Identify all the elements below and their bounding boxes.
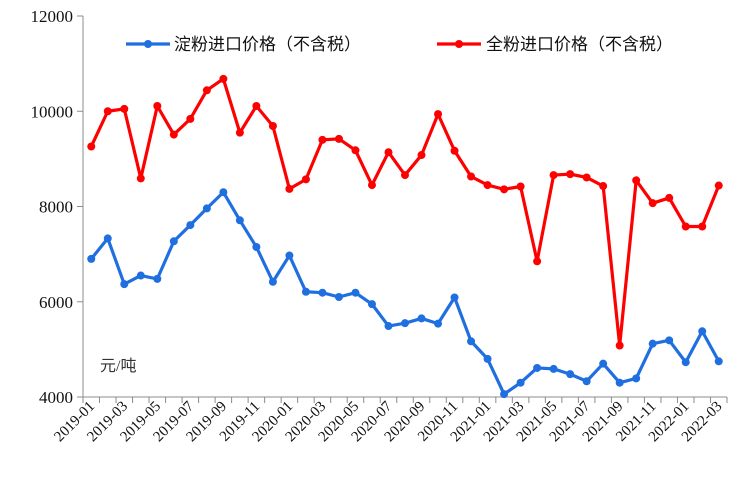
- series-2-point: [549, 171, 558, 180]
- series-1-point: [533, 363, 542, 372]
- series-1-point: [401, 319, 409, 328]
- series-1-point: [120, 280, 129, 289]
- series-2-point: [450, 146, 459, 155]
- series-2-point: [582, 173, 591, 182]
- series-2-point: [235, 128, 244, 137]
- series-2-point: [384, 148, 393, 157]
- series-1-point: [202, 204, 211, 213]
- series-1-point: [516, 378, 525, 387]
- series-2-point: [533, 257, 542, 266]
- series-2-point: [632, 176, 641, 185]
- series-1-point: [549, 364, 558, 373]
- series-layer: [87, 74, 723, 399]
- series-1-point: [301, 287, 310, 296]
- series-2-point: [417, 151, 426, 160]
- series-1-point: [483, 354, 492, 363]
- series-2-point: [483, 181, 492, 190]
- legend-label: 淀粉进口价格（不含税）: [174, 35, 361, 54]
- series-1-point: [186, 221, 195, 230]
- series-1-point: [252, 242, 261, 251]
- series-2-point: [334, 134, 343, 143]
- series-2-point: [434, 110, 443, 119]
- series-1-point: [599, 359, 608, 368]
- series-2-point: [401, 171, 409, 180]
- series-1-point: [467, 337, 476, 346]
- y-tick-label: 4000: [39, 388, 73, 407]
- legend-label: 全粉进口价格（不含税）: [486, 35, 673, 54]
- series-2-point: [153, 102, 162, 111]
- series-1-point: [566, 370, 575, 379]
- series-2-point: [351, 146, 360, 155]
- series-1-point: [450, 293, 459, 302]
- series-2-point: [566, 170, 575, 179]
- series-1-point: [169, 237, 178, 246]
- series-1-point: [103, 234, 112, 243]
- series-2-point: [186, 114, 195, 123]
- y-tick-label: 10000: [31, 102, 74, 121]
- series-1-point: [648, 339, 657, 348]
- series-2-point: [87, 142, 96, 151]
- series-2-point: [202, 86, 211, 95]
- y-unit-label: 元/吨: [100, 357, 136, 375]
- series-2-point: [681, 222, 690, 231]
- y-tick-label: 8000: [39, 198, 73, 217]
- series-2-point: [103, 107, 112, 116]
- legend-swatch-marker: [144, 40, 152, 48]
- series-1-point: [235, 216, 244, 225]
- series-2-point: [500, 185, 509, 194]
- series-1-point: [434, 319, 443, 328]
- series-1-point: [351, 288, 360, 297]
- series-1-point: [615, 378, 624, 387]
- series-2-point: [714, 181, 723, 190]
- series-2-point: [665, 193, 674, 202]
- series-1-point: [417, 314, 426, 323]
- series-2-point: [318, 135, 327, 144]
- axes: 40006000800010000120002019-012019-032019…: [31, 7, 728, 445]
- series-1-point: [698, 327, 707, 336]
- legend: 淀粉进口价格（不含税） 全粉进口价格（不含税）: [126, 35, 673, 54]
- series-1-point: [318, 288, 327, 297]
- y-tick-label: 6000: [39, 293, 73, 312]
- series-1-point: [268, 277, 277, 286]
- legend-swatch-marker: [455, 40, 463, 48]
- series-1-point: [714, 357, 723, 366]
- series-1-point: [136, 271, 145, 280]
- series-1-point: [681, 358, 690, 367]
- series-1-point: [153, 274, 162, 283]
- series-2-point: [252, 102, 261, 111]
- series-1-point: [384, 322, 393, 331]
- series-1-point: [632, 374, 641, 383]
- series-2-point: [648, 199, 657, 208]
- series-1-point: [219, 188, 228, 197]
- series-2-point: [268, 122, 277, 131]
- series-1-point: [87, 254, 96, 263]
- series-2-point: [615, 341, 624, 350]
- series-1-point: [367, 300, 376, 309]
- series-1-point: [582, 377, 591, 386]
- series-2-point: [599, 182, 608, 191]
- series-1-point: [665, 336, 674, 345]
- series-2-point: [120, 104, 129, 113]
- series-2-point: [219, 74, 228, 83]
- series-2-point: [516, 182, 525, 191]
- series-1-point: [285, 251, 294, 260]
- series-2-point: [169, 130, 178, 139]
- series-line-2: [89, 77, 721, 348]
- series-2-point: [698, 222, 707, 231]
- series-2-point: [301, 175, 310, 184]
- series-1-point: [500, 390, 509, 399]
- series-2-point: [136, 174, 145, 183]
- series-2-point: [467, 172, 476, 181]
- series-2-point: [285, 184, 294, 193]
- series-1-point: [334, 292, 343, 301]
- series-2-point: [367, 181, 376, 190]
- y-tick-label: 12000: [31, 7, 74, 26]
